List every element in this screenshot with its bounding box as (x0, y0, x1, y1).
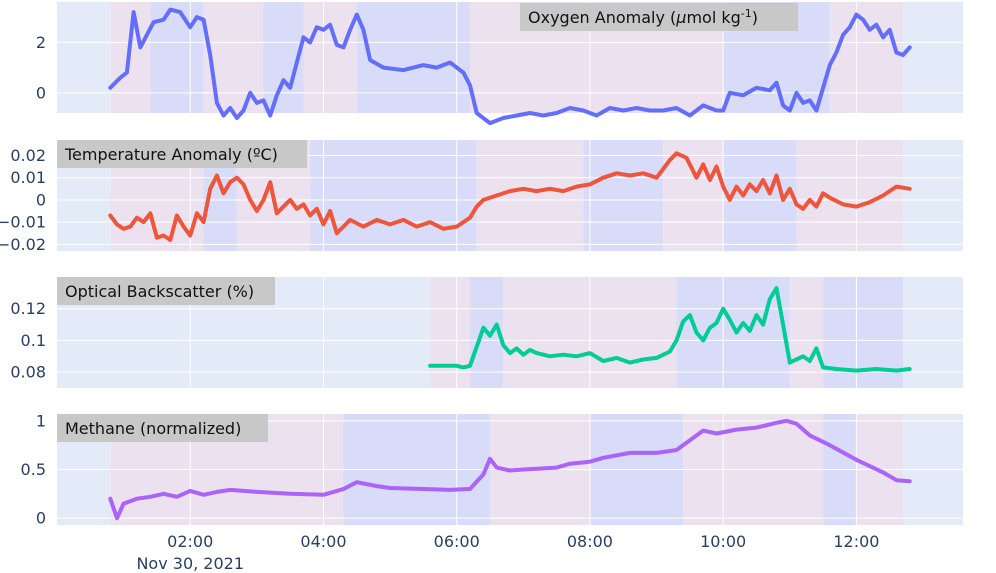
panel-title: Temperature Anomaly (ºC) (64, 145, 278, 164)
y-tick-label: 0.08 (10, 363, 46, 382)
background-band (903, 277, 963, 388)
chart-panel-1: 0 2 Oxygen Anomaly (μmol kg-1) (36, 2, 963, 126)
panel-title: Optical Backscatter (%) (65, 282, 254, 301)
panel-title-box (57, 414, 268, 442)
panel-title-part: ) (752, 8, 758, 27)
x-tick-label: 04:00 (300, 532, 346, 551)
y-tick-label: 0.01 (10, 168, 46, 187)
panel-title-box (520, 3, 798, 31)
background-band (310, 140, 477, 251)
y-tick-label: 0.12 (10, 299, 46, 318)
background-band (789, 277, 824, 388)
x-tick-label: 10:00 (700, 532, 746, 551)
background-band (57, 2, 111, 113)
panel-title: Methane (normalized) (65, 419, 241, 438)
background-band (583, 140, 664, 251)
panel-title-part: Oxygen Anomaly ( (528, 8, 676, 27)
x-axis: Nov 30, 2021 02:00 04:00 06:00 08:00 10:00 12… (136, 532, 879, 573)
y-tick-label: 0.5 (21, 460, 46, 479)
panel-title-box (57, 277, 275, 305)
y-tick-label: 1 (36, 411, 46, 430)
series-line (428, 286, 912, 373)
x-tick-label: 08:00 (567, 532, 613, 551)
x-tick-label: 02:00 (167, 532, 213, 551)
panel-title-part: mol kg (686, 8, 740, 27)
chart-panel-3: 0.12 0.1 0.08 Optical Backscatter (%) (10, 277, 963, 388)
panel-title: Oxygen Anomaly (μmol kg-1) (528, 7, 758, 27)
background-band (903, 140, 963, 251)
y-tick-label: 2 (36, 33, 46, 52)
series-line (108, 418, 912, 521)
background-band (829, 2, 904, 113)
x-axis-date-label: Nov 30, 2021 (136, 554, 244, 573)
chart-panel-2: 0.02 0.01 0 −0.01 −0.02 Temperature Anomaly (… (0, 140, 963, 254)
background-band (303, 2, 357, 113)
series-line (108, 151, 912, 242)
y-tick-label: 0.02 (10, 146, 46, 165)
series-line (108, 7, 912, 126)
y-tick-label: −0.01 (0, 213, 46, 232)
x-tick-label: 06:00 (434, 532, 480, 551)
x-tick-label: 12:00 (833, 532, 879, 551)
background-band (903, 2, 963, 113)
y-tick-label: 0 (36, 83, 46, 102)
background-band (796, 140, 904, 251)
y-tick-label: −0.02 (0, 235, 46, 254)
chart-panel-4: 1 0.5 0 Methane (normalized) (21, 411, 963, 528)
y-tick-label: 0.1 (21, 331, 46, 350)
y-tick-label: 0 (36, 190, 46, 209)
panel-title-mu: μ (675, 8, 686, 27)
panel-title-superscript: -1 (741, 7, 752, 20)
background-band (430, 277, 471, 388)
panel-title-box (57, 140, 307, 168)
background-band (356, 2, 471, 113)
y-tick-label: 0 (36, 509, 46, 528)
